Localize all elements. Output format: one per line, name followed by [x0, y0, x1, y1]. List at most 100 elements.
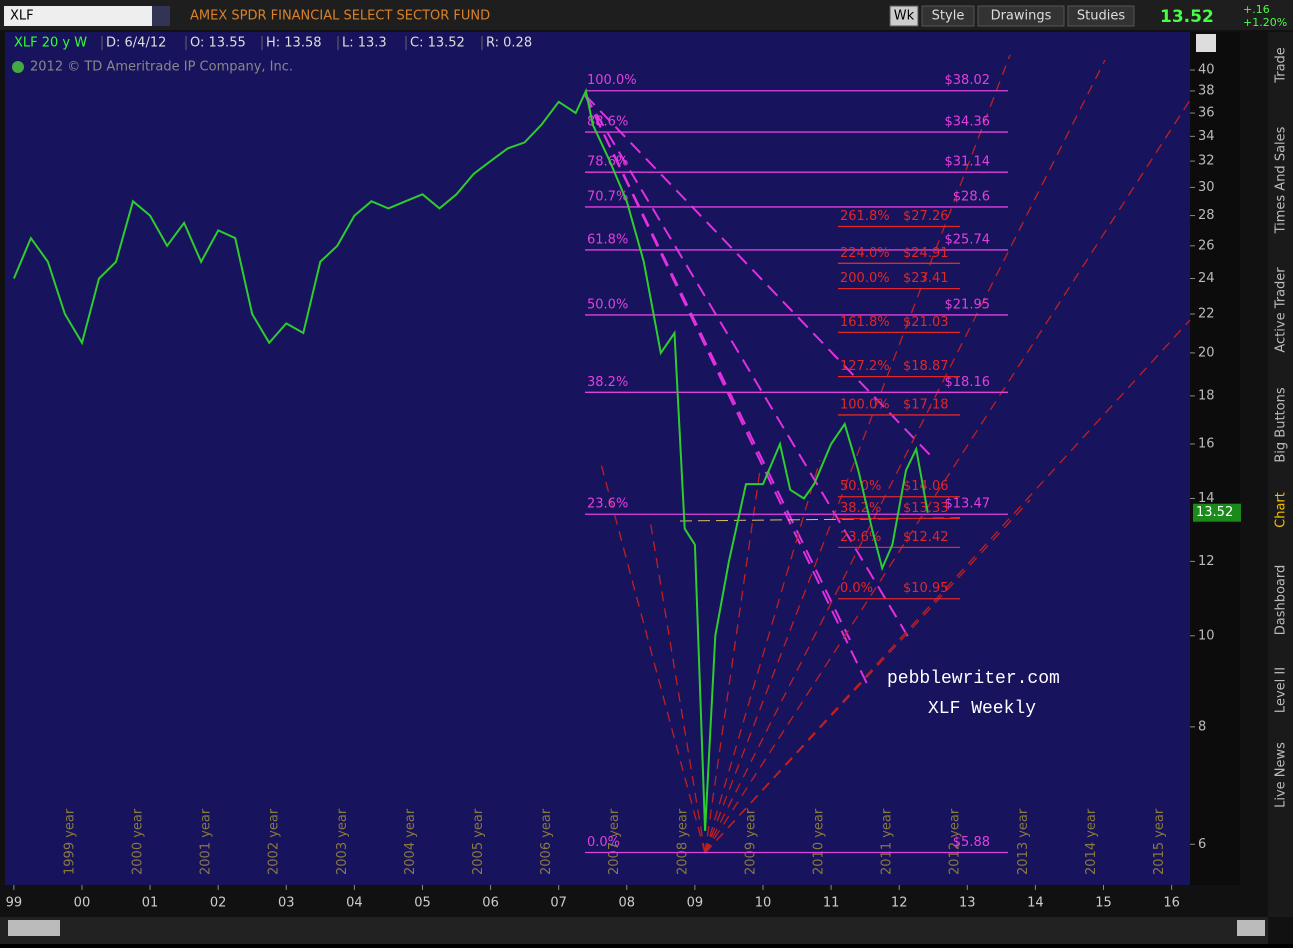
scroll-buttons[interactable] [1237, 920, 1265, 936]
year-label: 2010 year [811, 808, 826, 875]
x-tick-label: 12 [891, 896, 908, 911]
fib-price: $18.16 [945, 375, 991, 390]
axis-button[interactable] [1196, 34, 1216, 52]
y-tick-label: 22 [1198, 307, 1215, 322]
symbol-input[interactable] [4, 6, 152, 26]
copyright-icon [12, 61, 24, 73]
y-tick-label: 24 [1198, 271, 1215, 286]
year-label: 2014 year [1084, 808, 1099, 875]
gann-fan [599, 54, 1191, 854]
info-item: O: 13.55 [190, 36, 246, 51]
fib-price: $21.95 [945, 297, 991, 312]
fib-label: 70.7% [587, 189, 628, 204]
toolbar-button[interactable] [977, 5, 1065, 27]
x-tick-label: 11 [823, 896, 840, 911]
fib-label: 100.0% [587, 73, 637, 88]
toolbar-button[interactable] [1067, 5, 1135, 27]
y-tick-label: 26 [1198, 238, 1215, 253]
y-tick-label: 40 [1198, 63, 1215, 78]
info-symbol: XLF 20 y W [14, 36, 87, 51]
fib-label: 50.0% [587, 297, 628, 312]
fib-label: 78.6% [587, 155, 628, 170]
year-label: 2013 year [1016, 808, 1031, 875]
toolbar-button-label: Drawings [991, 9, 1052, 24]
fan-line [704, 469, 761, 854]
side-tab[interactable]: Live News [1274, 742, 1289, 808]
toolbar-button-label: Style [932, 9, 965, 24]
symbol: XLF [10, 9, 34, 24]
fib-price: $12.42 [903, 530, 949, 545]
fib-label: 127.2% [840, 359, 890, 374]
x-tick-label: 00 [74, 896, 91, 911]
side-tab[interactable]: Level II [1274, 667, 1289, 713]
side-tab[interactable]: Active Trader [1274, 267, 1289, 353]
change: +.16 [1243, 3, 1270, 16]
toolbar-button[interactable] [921, 5, 975, 27]
fan-lines [584, 94, 931, 691]
year-label: 2015 year [1152, 808, 1167, 875]
y-tick-label: 10 [1198, 628, 1215, 643]
y-tick-label: 28 [1198, 208, 1215, 223]
fib-price: $28.6 [953, 189, 990, 204]
fib-label: 0.0% [587, 835, 620, 850]
year-label: 2008 year [675, 808, 690, 875]
year-label: 2011 year [880, 808, 895, 875]
last-price-tag [1193, 503, 1241, 522]
fib-label: 38.2% [587, 375, 628, 390]
year-label: 2003 year [335, 808, 350, 875]
zoom-buttons[interactable] [8, 920, 60, 936]
fib-price: $21.03 [903, 315, 949, 330]
fib-price: $27.26 [903, 209, 949, 224]
fan-line [584, 94, 851, 641]
side-tab[interactable]: Chart [1274, 492, 1289, 528]
y-tick-label: 30 [1198, 180, 1215, 195]
side-tabs: Trade Times And Sales Active Trader Big But… [1274, 47, 1289, 808]
y-tick-label: 6 [1198, 837, 1206, 852]
side-tab[interactable]: Times And Sales [1274, 126, 1289, 234]
y-tick-label: 34 [1198, 129, 1215, 144]
fib-price: $13.47 [945, 497, 991, 512]
x-tick-label: 13 [959, 896, 976, 911]
info-item: C: 13.52 [410, 36, 465, 51]
toolbar-button[interactable] [889, 5, 919, 27]
change-pct: +1.20% [1243, 16, 1287, 29]
x-tick-label: 01 [142, 896, 159, 911]
year-label: 2004 year [403, 808, 418, 875]
watermark: pebblewriter.com [887, 669, 1060, 689]
year-label: 2000 year [130, 808, 145, 875]
x-tick-label: 14 [1027, 896, 1044, 911]
side-tab[interactable]: Big Buttons [1274, 387, 1289, 462]
fib-label: 50.0% [840, 479, 881, 494]
info-item: R: 0.28 [486, 36, 532, 51]
fib-price: $31.14 [945, 155, 991, 170]
year-label: 2001 year [199, 808, 214, 875]
y-tick-label: 38 [1198, 83, 1215, 98]
x-tick-label: 06 [482, 896, 499, 911]
fib-price: $23.41 [903, 271, 949, 286]
info-bar: D: 6/4/12 O: 13.55 H: 13.58 L: 13.3 C: 13.52… [101, 36, 532, 51]
symbol-dropdown[interactable] [152, 6, 170, 26]
x-tick-label: 15 [1095, 896, 1112, 911]
watermark: XLF Weekly [928, 699, 1036, 719]
scrollbar[interactable] [0, 917, 1268, 944]
year-label: 2007 year [607, 808, 622, 875]
fib-label: 161.8% [840, 315, 890, 330]
fan-line [584, 94, 911, 641]
fib-label: 224.0% [840, 246, 890, 261]
fib-price: $13.33 [903, 501, 949, 516]
fib-price: $38.02 [945, 73, 991, 88]
last-price: 13.52 [1160, 7, 1214, 27]
y-tick-label: 16 [1198, 436, 1215, 451]
fib-price: $17.18 [903, 397, 949, 412]
side-tab[interactable]: Dashboard [1274, 565, 1289, 636]
x-tick-label: 02 [210, 896, 227, 911]
side-tab[interactable]: Trade [1274, 47, 1289, 84]
year-label: 2009 year [743, 808, 758, 875]
fan-line [704, 99, 1191, 854]
y-tick-label: 8 [1198, 719, 1206, 734]
price-axis [1190, 32, 1240, 885]
fib-label: 261.8% [840, 209, 890, 224]
fan-line [704, 459, 821, 854]
